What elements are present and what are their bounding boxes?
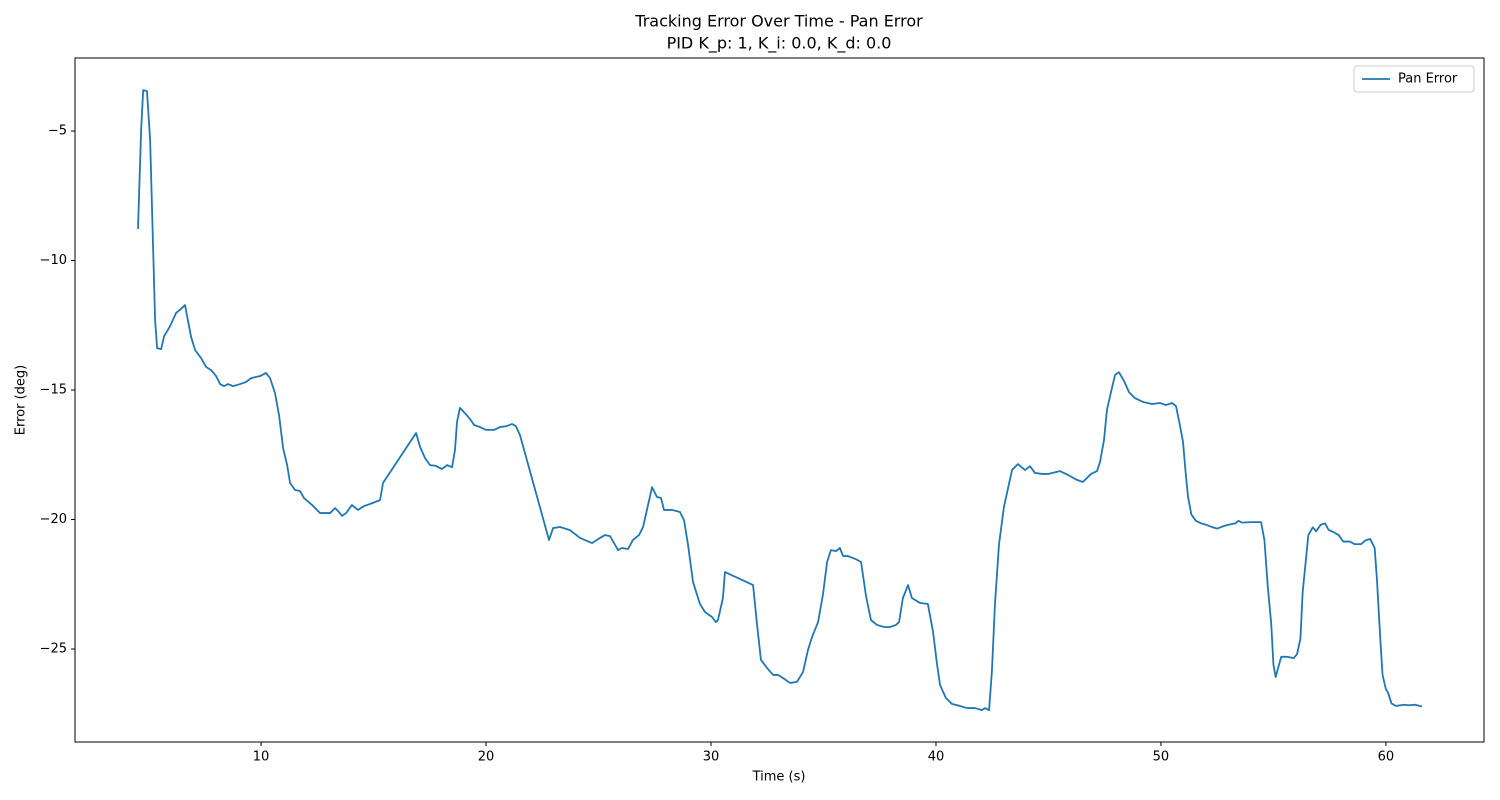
- y-tick-label: −5: [48, 124, 67, 139]
- chart-title: Tracking Error Over Time - Pan Error: [634, 12, 923, 31]
- x-axis-label: Time (s): [752, 770, 806, 785]
- y-tick-label: −15: [40, 383, 67, 398]
- plot-frame: [74, 57, 1485, 743]
- y-axis-label: Error (deg): [14, 365, 29, 435]
- legend-label: Pan Error: [1398, 72, 1458, 87]
- x-tick-label: 30: [703, 750, 720, 765]
- legend-box: [1353, 65, 1475, 93]
- x-tick-label: 60: [1378, 750, 1395, 765]
- x-tick-label: 40: [928, 750, 945, 765]
- x-tick-label: 20: [478, 750, 495, 765]
- y-tick-label: −10: [40, 253, 67, 268]
- y-tick-label: −20: [40, 512, 67, 527]
- x-tick-label: 50: [1153, 750, 1170, 765]
- data-line: [137, 89, 1423, 712]
- chart-subtitle: PID K_p: 1, K_i: 0.0, K_d: 0.0: [667, 34, 892, 54]
- x-tick-label: 10: [253, 750, 270, 765]
- y-tick-label: −25: [40, 642, 67, 657]
